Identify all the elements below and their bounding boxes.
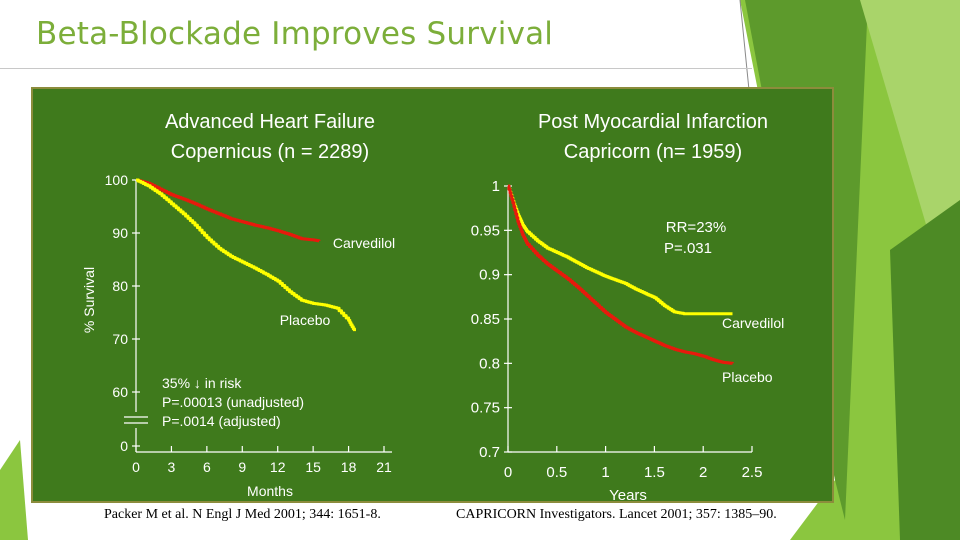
right-x-tick-label: 2 <box>699 464 707 481</box>
left-chart-subtitle: Copernicus (n = 2289) <box>171 141 369 163</box>
left-y-tick-label: 60 <box>112 384 128 400</box>
left-x-tick-label: 12 <box>270 459 286 475</box>
right-x-tick-label: 0.5 <box>546 464 567 481</box>
right-x-tick-label: 2.5 <box>742 464 763 481</box>
right-y-tick-label: 0.7 <box>479 444 500 461</box>
left-y-axis-label: % Survival <box>81 267 97 333</box>
right-series-line-carvedilol <box>507 184 733 316</box>
left-x-tick-label: 6 <box>203 459 211 475</box>
copernicus-chart: Advanced Heart Failure Copernicus (n = 2… <box>81 111 395 499</box>
left-x-tick-label: 9 <box>238 459 246 475</box>
left-stats-unadjusted: P=.00013 (unadjusted) <box>162 394 304 410</box>
left-y-tick-label: 0 <box>120 438 128 454</box>
left-carvedilol-annotation: Carvedilol <box>333 235 395 251</box>
left-y-tick-label: 80 <box>112 278 128 294</box>
left-x-axis-label: Months <box>247 483 293 499</box>
left-y-tick-label: 70 <box>112 331 128 347</box>
left-series-line-carvedilol <box>136 178 321 243</box>
right-y-tick-label: 0.8 <box>479 355 500 372</box>
right-stats-rr: RR=23% <box>666 219 726 236</box>
left-y-tick-label: 100 <box>105 172 129 188</box>
right-x-tick-label: 0 <box>504 464 512 481</box>
left-x-tick-label: 0 <box>132 459 140 475</box>
left-x-tick-label: 18 <box>341 459 357 475</box>
right-chart-subtitle: Capricorn (n= 1959) <box>564 141 742 163</box>
left-chart-title: Advanced Heart Failure <box>165 111 375 133</box>
capricorn-chart: Post Myocardial Infarction Capricorn (n=… <box>471 111 784 504</box>
left-stats-adjusted: P=.0014 (adjusted) <box>162 413 281 429</box>
right-carvedilol-annotation: Carvedilol <box>722 315 784 331</box>
right-y-tick-label: 0.75 <box>471 400 500 417</box>
left-series-line-placebo <box>136 178 356 332</box>
chart-panel <box>31 87 834 503</box>
right-series-line-placebo <box>507 184 734 365</box>
right-x-axis-label: Years <box>609 487 647 504</box>
right-x-tick-label: 1 <box>601 464 609 481</box>
left-x-tick-label: 3 <box>168 459 176 475</box>
left-placebo-annotation: Placebo <box>280 312 331 328</box>
right-y-tick-label: 0.85 <box>471 311 500 328</box>
right-y-tick-label: 0.95 <box>471 222 500 239</box>
title-divider <box>0 68 752 69</box>
right-chart-title: Post Myocardial Infarction <box>538 111 768 133</box>
left-stats-risk: 35% ↓ in risk <box>162 375 242 391</box>
right-y-tick-label: 1 <box>492 178 500 195</box>
right-x-tick-label: 1.5 <box>644 464 665 481</box>
right-reference: CAPRICORN Investigators. Lancet 2001; 35… <box>456 507 777 522</box>
slide-title: Beta-Blockade Improves Survival <box>36 16 554 52</box>
right-stats-p: P=.031 <box>664 240 712 257</box>
left-x-tick-label: 21 <box>376 459 392 475</box>
left-x-tick-label: 15 <box>305 459 321 475</box>
right-placebo-annotation: Placebo <box>722 369 773 385</box>
left-y-tick-label: 90 <box>112 225 128 241</box>
left-reference: Packer M et al. N Engl J Med 2001; 344: … <box>104 507 381 522</box>
right-y-tick-label: 0.9 <box>479 267 500 284</box>
